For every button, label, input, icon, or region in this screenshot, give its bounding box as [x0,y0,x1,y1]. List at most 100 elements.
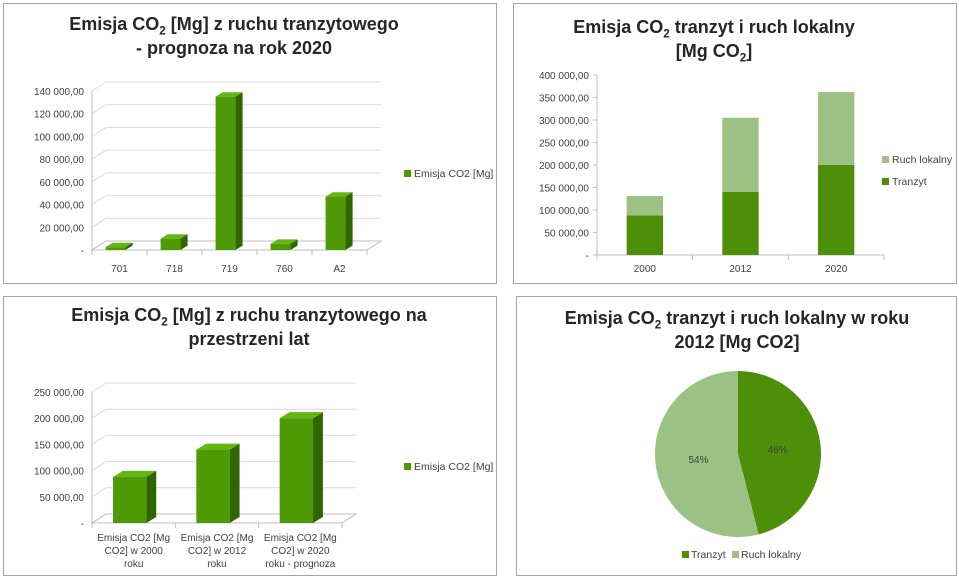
bar-side [235,92,243,251]
chart-4-plot: 46% 54% Tranzyt Ruch lokalny [654,371,821,561]
bar [113,476,147,523]
legend-swatch [404,170,411,177]
bar [160,238,181,250]
bar [325,196,346,250]
legend-swatch [882,178,889,185]
y-tick-label: 40 000,00 [40,201,85,212]
y-tick-label: - [81,519,84,530]
grid-wall-line [91,172,107,183]
chart-4-title: Emisja CO2 tranzyt i ruch lokalny w roku… [564,308,910,353]
bar-segment [626,215,664,255]
y-tick-label: 300 000,00 [539,116,589,127]
grid-wall-line [91,149,107,160]
x-tick-label: Emisja CO2 [Mg [181,533,254,544]
y-tick-label: 100 000,00 [34,132,84,143]
grid-wall-line [91,408,107,419]
bar-top [196,443,240,450]
bar [279,418,313,523]
y-tick-label: 200 000,00 [34,414,84,425]
bar-top [160,234,188,239]
x-tick-label: roku [207,559,226,570]
y-tick-label: - [586,251,589,262]
legend-label: Tranzyt [691,549,726,561]
y-tick-label: 100 000,00 [34,467,84,478]
bar-segment [817,165,855,255]
bar [215,96,236,250]
chart-panel-4: Emisja CO2 tranzyt i ruch lokalny w roku… [516,296,957,576]
chart-panel-3: Emisja CO2 [Mg] z ruchu tranzytowego na … [3,296,497,576]
bar-side [313,412,323,523]
pie-data-label: 46% [768,445,788,456]
y-tick-label: 150 000,00 [34,440,84,451]
x-tick-label: 718 [166,264,183,275]
x-tick-label: CO2] w 2000 [104,546,163,557]
x-tick-label: Emisja CO2 [Mg [97,533,170,544]
grid-wall-line [91,127,107,137]
bar-segment [722,192,759,255]
bar [105,247,126,250]
x-tick-label: CO2] w 2012 [188,546,247,557]
y-tick-label: 400 000,00 [539,71,589,82]
y-tick-label: 250 000,00 [34,388,84,399]
bar-side [229,443,240,523]
grid-wall-line [91,104,107,115]
y-tick-label: 100 000,00 [539,206,589,217]
chart-2-plot: - 50 000,00 100 000,00 150 000,00 200 000,00… [539,71,953,275]
chart-1-plot: - 20 000,00 40 000,00 60 000,00 80 000,00 100… [34,81,493,275]
legend-label: Ruch lokalny [892,154,953,166]
legend-swatch [404,463,411,470]
grid-wall-line [91,434,107,445]
bar-side [146,470,157,523]
y-tick-label: 80 000,00 [40,155,85,166]
bar-top [105,242,133,248]
y-tick-label: 60 000,00 [40,178,85,189]
y-tick-label: 50 000,00 [545,229,590,240]
chart-3-plot: - 50 000,00 100 000,00 150 000,00 200 000,00… [34,382,493,570]
x-tick-label: 760 [276,264,293,275]
bar [270,243,291,250]
grid-wall-line [91,81,107,92]
chart-panel-1: Emisja CO2 [Mg] z ruchu tranzytowego - p… [3,3,497,284]
grid-wall-line [91,217,107,228]
legend-swatch [682,551,689,558]
y-tick-label: 20 000,00 [40,223,85,234]
chart-3-title: Emisja CO2 [Mg] z ruchu tranzytowego na … [71,305,427,350]
legend-label: Emisja CO2 [Mg] [414,168,493,180]
x-tick-label: 2020 [825,264,848,275]
legend-label: Emisja CO2 [Mg] [414,461,493,473]
y-tick-label: 200 000,00 [539,161,589,172]
x-tick-label: roku - prognoza [265,559,335,570]
x-tick-label: A2 [333,264,346,275]
bar-side [125,242,133,250]
legend-label: Ruch lokalny [741,549,802,561]
grid-wall-line [91,382,107,393]
pie-slice [738,371,821,535]
bar-segment [722,117,759,192]
y-tick-label: 150 000,00 [539,184,589,195]
pie-data-label: 54% [688,455,708,466]
bar-side [180,234,188,250]
bar [196,449,230,523]
bar-segment [626,196,664,216]
legend-swatch [732,551,739,558]
y-tick-label: 120 000,00 [34,110,84,121]
bar-segment [817,92,855,165]
chart-panel-2: Emisja CO2 tranzyt i ruch lokalny [Mg CO… [513,3,957,284]
legend-label: Tranzyt [892,176,927,188]
x-tick-label: Emisja CO2 [Mg [264,533,337,544]
bar-top [215,92,243,97]
pie-slice [654,371,759,537]
x-tick-label: 701 [111,264,128,275]
bar-top [270,239,298,244]
y-tick-label: 50 000,00 [40,493,85,504]
bar-side [290,239,298,250]
bar-top [113,470,157,477]
x-tick-label: 2012 [729,264,752,275]
x-tick-label: CO2] w 2020 [271,546,330,557]
bar-top [279,412,323,419]
bar-top [325,192,353,197]
x-tick-label: roku [124,559,143,570]
grid-wall-line [91,461,107,472]
y-tick-label: 140 000,00 [34,87,84,98]
y-tick-label: - [81,246,84,257]
